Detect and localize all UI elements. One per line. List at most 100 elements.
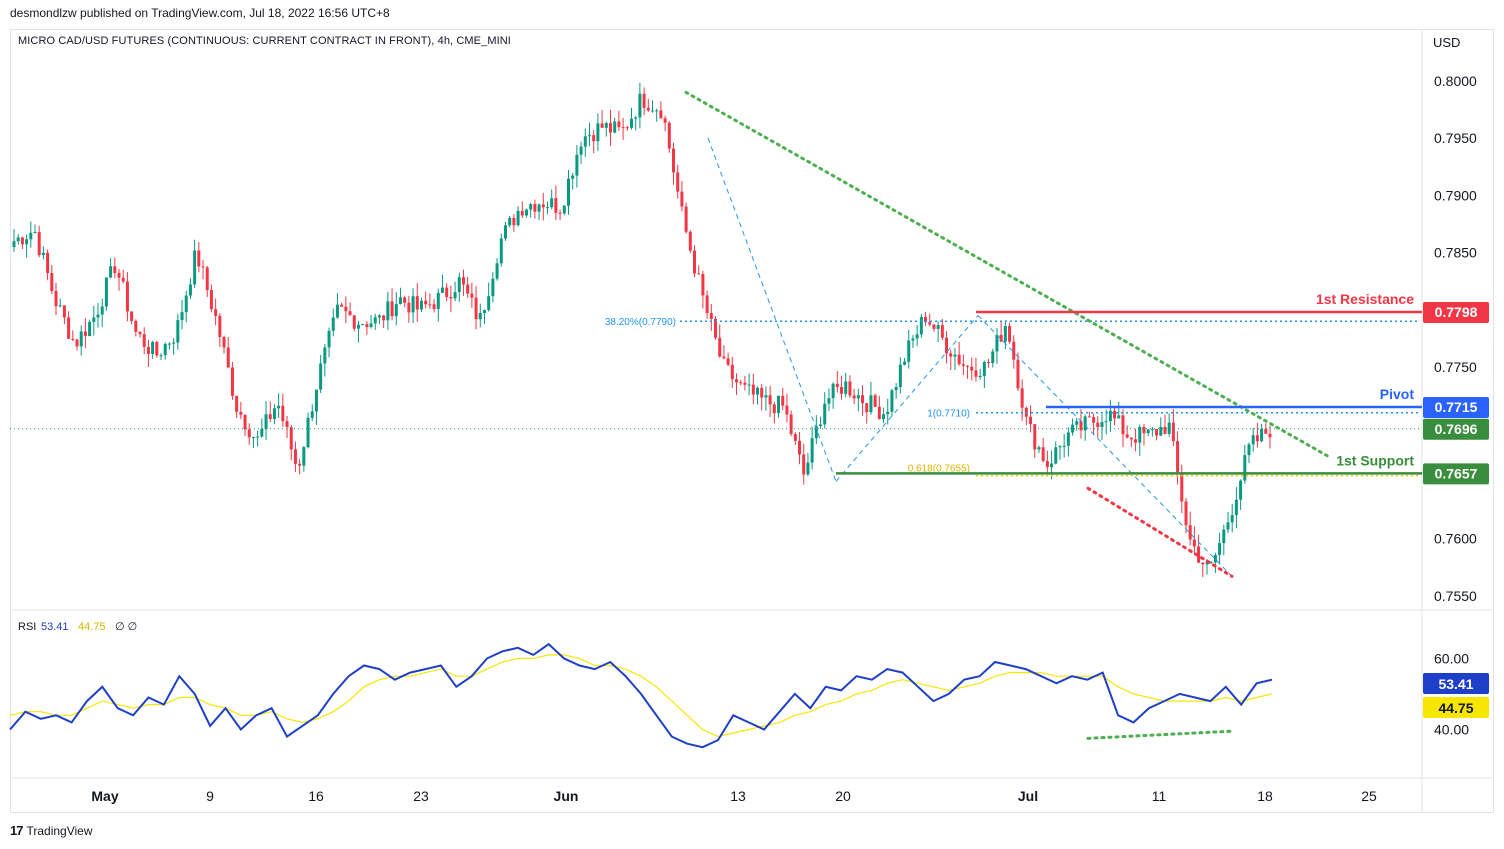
candle-body: [205, 267, 209, 291]
trendline-descending: [684, 90, 1330, 458]
candle-body: [978, 376, 982, 378]
candle-body: [218, 315, 222, 337]
candle-body: [634, 117, 638, 119]
candle-body: [882, 414, 886, 420]
candle-body: [1075, 421, 1079, 425]
candle-body: [793, 434, 797, 441]
candle-body: [403, 297, 407, 303]
tradingview-logo[interactable]: 17 TradingView: [10, 823, 93, 838]
candle-body: [1003, 326, 1007, 342]
candle-body: [306, 417, 310, 448]
candle-body: [188, 284, 192, 296]
candle-body: [877, 406, 881, 420]
candle-body: [1205, 562, 1209, 565]
price-tick-label: 0.7550: [1434, 588, 1477, 604]
candle-body: [163, 343, 167, 356]
rsi-value-text: 53.41: [1438, 676, 1473, 692]
candle-body: [987, 361, 991, 363]
candle-body: [386, 301, 390, 321]
candle-body: [1142, 426, 1146, 434]
level-price-value: 0.7798: [1435, 304, 1478, 320]
candle-body: [730, 364, 734, 380]
candle-body: [961, 364, 965, 366]
chart-title: MICRO CAD/USD FUTURES (CONTINUOUS: CURRE…: [18, 35, 511, 47]
candle-body: [718, 337, 722, 357]
candle-body: [1108, 410, 1112, 422]
candle-body: [281, 405, 285, 422]
candle-body: [684, 206, 688, 232]
time-tick-label: 13: [730, 788, 746, 804]
candle-body: [1016, 359, 1020, 389]
candle-body: [440, 287, 444, 293]
time-tick-label: 11: [1152, 788, 1167, 804]
time-tick-label: 25: [1361, 788, 1377, 804]
level-price-tag: [1423, 302, 1489, 324]
candle-body: [369, 323, 373, 328]
candle-body: [37, 232, 41, 256]
candle-body: [583, 136, 587, 147]
candle-body: [642, 93, 646, 108]
candle-body: [1054, 447, 1058, 464]
level-price-value: 0.7715: [1435, 399, 1478, 415]
candle-body: [239, 411, 243, 415]
candle-body: [176, 320, 180, 343]
candle-body: [482, 310, 486, 314]
candle-body: [302, 447, 306, 466]
candle-body: [1045, 460, 1049, 468]
candle-body: [596, 123, 600, 142]
candle-body: [92, 317, 96, 322]
candle-body: [512, 217, 516, 226]
candle-body: [638, 93, 642, 118]
candle-body: [545, 207, 549, 209]
level-price-tag: [1423, 463, 1489, 485]
candle-body: [1180, 472, 1184, 502]
tradingview-logo-icon: 17: [10, 823, 24, 838]
candle-body: [1243, 455, 1247, 481]
candle-body: [840, 387, 844, 394]
candle-body: [781, 395, 785, 406]
level-price-value: 0.7657: [1435, 465, 1478, 481]
candle-body: [621, 127, 625, 129]
candle-body: [1083, 416, 1087, 431]
candle-body: [453, 292, 457, 299]
candle-body: [995, 334, 999, 352]
level-label: 1st Support: [1336, 452, 1414, 468]
candle-body: [411, 296, 415, 313]
level-price-tag: [1423, 397, 1489, 419]
candle-body: [466, 284, 470, 294]
candle-body: [1188, 525, 1192, 540]
candle-body: [243, 414, 247, 430]
candle-body: [293, 449, 297, 464]
candle-body: [424, 300, 428, 305]
candle-body: [1146, 429, 1150, 434]
time-tick-label: 18: [1257, 788, 1273, 804]
candle-body: [726, 358, 730, 365]
candle-body: [20, 237, 24, 245]
candle-body: [1218, 543, 1222, 555]
candle-body: [390, 301, 394, 317]
fib-label-1: 1(0.7710): [927, 409, 970, 420]
candle-body: [272, 408, 276, 419]
candle-body: [697, 273, 701, 275]
candle-body: [806, 462, 810, 475]
candle-body: [772, 404, 776, 414]
candle-body: [629, 118, 633, 128]
candle-body: [1033, 424, 1037, 450]
candle-body: [608, 123, 612, 133]
level-label: Pivot: [1380, 386, 1415, 402]
candle-body: [1012, 341, 1016, 360]
candle-body: [873, 395, 877, 407]
candle-body: [848, 381, 852, 396]
rsi-value-tag: [1423, 673, 1489, 694]
candle-body: [247, 429, 251, 438]
candle-body: [138, 331, 142, 335]
candle-body: [495, 263, 499, 279]
candle-body: [361, 324, 365, 326]
divergence-line-rsi: [1086, 729, 1232, 740]
candle-body: [1066, 432, 1070, 446]
candle-body: [789, 414, 793, 435]
candle-body: [541, 204, 545, 208]
candle-body: [474, 297, 478, 320]
time-tick-label: 20: [835, 788, 851, 804]
